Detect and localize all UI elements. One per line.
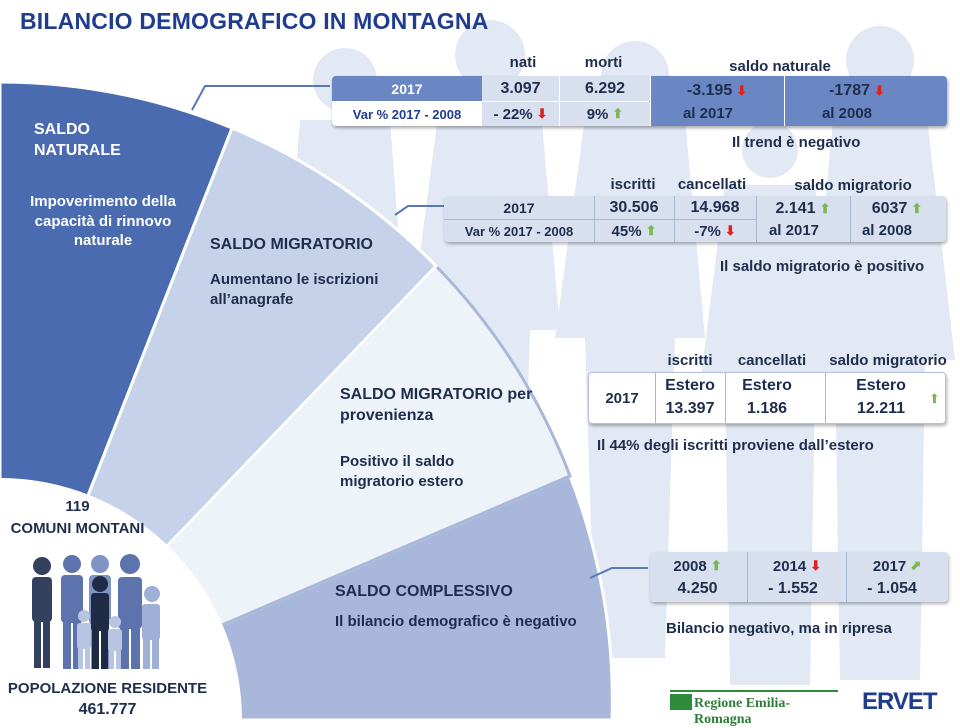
page-title: BILANCIO DEMOGRAFICO IN MONTAGNA [20, 8, 489, 34]
comuni-count: 119 [65, 498, 90, 515]
header-iscritti: iscritti [610, 176, 656, 193]
estero-sub-cancellati: Estero [742, 377, 792, 394]
arrow-down-icon: ⬇ [736, 83, 748, 98]
sector-migratorio-title: SALDO MIGRATORIO [210, 236, 373, 253]
saldo-2017-label: al 2017 [682, 104, 734, 122]
population-label: POPOLAZIONE RESIDENTE [7, 680, 208, 697]
saldo-mig-2017-value: 2.141 ⬆ [758, 199, 848, 219]
value-2014: - 1.552 [768, 580, 818, 597]
sector-naturale-title: SALDO NATURALE [34, 121, 121, 159]
arrow-up-icon: ⬆ [645, 223, 657, 238]
population-value: 461.777 [78, 701, 137, 718]
estero-saldo-value: 12.211 [856, 400, 906, 417]
sector-naturale-desc: Impoverimento della capacità di rinnovo … [30, 193, 176, 249]
sector-provenienza-desc: Positivo il saldo migratorio estero [340, 453, 464, 490]
header-iscritti-estero: iscritti [667, 352, 713, 369]
migratorio-note: Il saldo migratorio è positivo [720, 258, 925, 275]
iscritti-var: 45% ⬆ [594, 220, 674, 242]
header-saldo-estero: saldo migratorio [829, 352, 947, 369]
complessivo-note: Bilancio negativo, ma in ripresa [666, 620, 892, 637]
estero-sub-saldo: Estero [856, 377, 906, 394]
saldo-migratorio-2017: 2.141 [775, 200, 816, 217]
sector-provenienza-title: SALDO MIGRATORIO per provenienza [340, 386, 533, 424]
header-cancellati-estero: cancellati [737, 352, 807, 369]
header-saldo-migratorio: saldo migratorio [794, 177, 912, 194]
complessivo-table: 2008 ⬆ 4.250 2014 ⬇ - 1.552 2017 ⬆ - 1.054 [650, 552, 948, 602]
arrow-up-icon: ⬆ [911, 201, 923, 216]
estero-cancellati-value: 1.186 [746, 400, 788, 417]
year-2008: 2008 ⬆ [650, 555, 745, 577]
year-2014-label: 2014 [772, 557, 807, 575]
estero-year: 2017 [605, 389, 639, 407]
regione-logo-text: Regione Emilia-Romagna [694, 696, 791, 727]
nati-var: - 22% ⬇ [482, 102, 559, 126]
saldo-mig-2017-label: al 2017 [768, 221, 820, 239]
year-2014: 2014 ⬇ [748, 555, 846, 577]
year-2017-label: 2017 [872, 557, 907, 575]
arrow-up-icon: ⬆ [819, 201, 831, 216]
naturale-table: 2017 Var % 2017 - 2008 3.097 - 22% ⬇ 6.29… [332, 76, 947, 126]
migratorio-table: 2017 Var % 2017 - 2008 30.506 45% ⬆ 14.96… [444, 196, 946, 242]
year-2008-label: 2008 [673, 557, 707, 575]
saldo-2008-label: al 2008 [821, 104, 873, 122]
header-nati: nati [509, 54, 537, 71]
morti-value: 6.292 [560, 76, 650, 101]
value-2008: 4.250 [677, 580, 718, 597]
estero-iscritti-value: 13.397 [665, 400, 715, 417]
row-var-label: Var % 2017 - 2008 [332, 102, 482, 126]
row-2017-label: 2017 [503, 199, 535, 216]
header-cancellati: cancellati [677, 176, 747, 193]
saldo-2008-value: -1787 ⬇ [787, 80, 927, 102]
value-2017: - 1.054 [867, 580, 917, 597]
morti-var: 9% ⬆ [560, 102, 650, 126]
row-var-label: Var % 2017 - 2008 [464, 223, 574, 239]
iscritti-var-value: 45% [611, 222, 642, 240]
header-morti: morti [584, 54, 623, 71]
cancellati-var: -7% ⬇ [674, 220, 756, 242]
ervet-logo: ERVET [862, 688, 938, 715]
cancellati-value: 14.968 [690, 198, 740, 216]
arrow-down-icon: ⬇ [874, 83, 885, 98]
regione-logo: Regione Emilia-Romagna [670, 690, 840, 727]
morti-var-value: 9% [586, 105, 609, 123]
nati-value: 3.097 [482, 76, 559, 101]
saldo-naturale-2008: -1787 [829, 82, 870, 99]
estero-table: 2017 Estero 13.397 Estero 1.186 Estero 1… [588, 372, 946, 424]
regione-logo-mark [670, 694, 692, 710]
family-icon [32, 554, 160, 669]
nati-var-value: - 22% [493, 105, 533, 123]
sector-complessivo-desc: Il bilancio demografico è negativo [335, 613, 577, 630]
header-saldo-naturale: saldo naturale [729, 58, 831, 75]
saldo-naturale-2017: -3.195 [686, 82, 733, 99]
saldo-mig-2008-value: 6037 ⬆ [852, 199, 942, 219]
iscritti-value: 30.506 [609, 198, 659, 216]
comuni-label: COMUNI MONTANI [10, 520, 145, 537]
saldo-mig-2008-label: al 2008 [861, 221, 913, 239]
estero-sub-iscritti: Estero [665, 377, 715, 394]
estero-note: Il 44% degli iscritti proviene dall’este… [597, 437, 874, 454]
arrow-down-icon: ⬇ [724, 223, 736, 238]
sector-migratorio-desc: Aumentano le iscrizioni all’anagrafe [210, 271, 379, 308]
arrow-up-icon: ⬆ [929, 391, 940, 406]
saldo-migratorio-2008: 6037 [871, 200, 908, 217]
sector-complessivo-title: SALDO COMPLESSIVO [335, 583, 513, 600]
arrow-up-icon: ⬆ [710, 558, 722, 573]
saldo-2017-value: -3.195 ⬇ [652, 80, 782, 102]
naturale-note: Il trend è negativo [732, 134, 861, 151]
arrow-up-icon: ⬆ [612, 106, 624, 121]
row-2017-label: 2017 [391, 80, 423, 97]
arrow-up-right-icon: ⬆ [906, 556, 926, 575]
year-2017: 2017 ⬆ [847, 555, 947, 577]
arrow-down-icon: ⬇ [536, 106, 548, 121]
cancellati-var-value: -7% [694, 222, 721, 240]
arrow-down-icon: ⬇ [810, 558, 822, 573]
